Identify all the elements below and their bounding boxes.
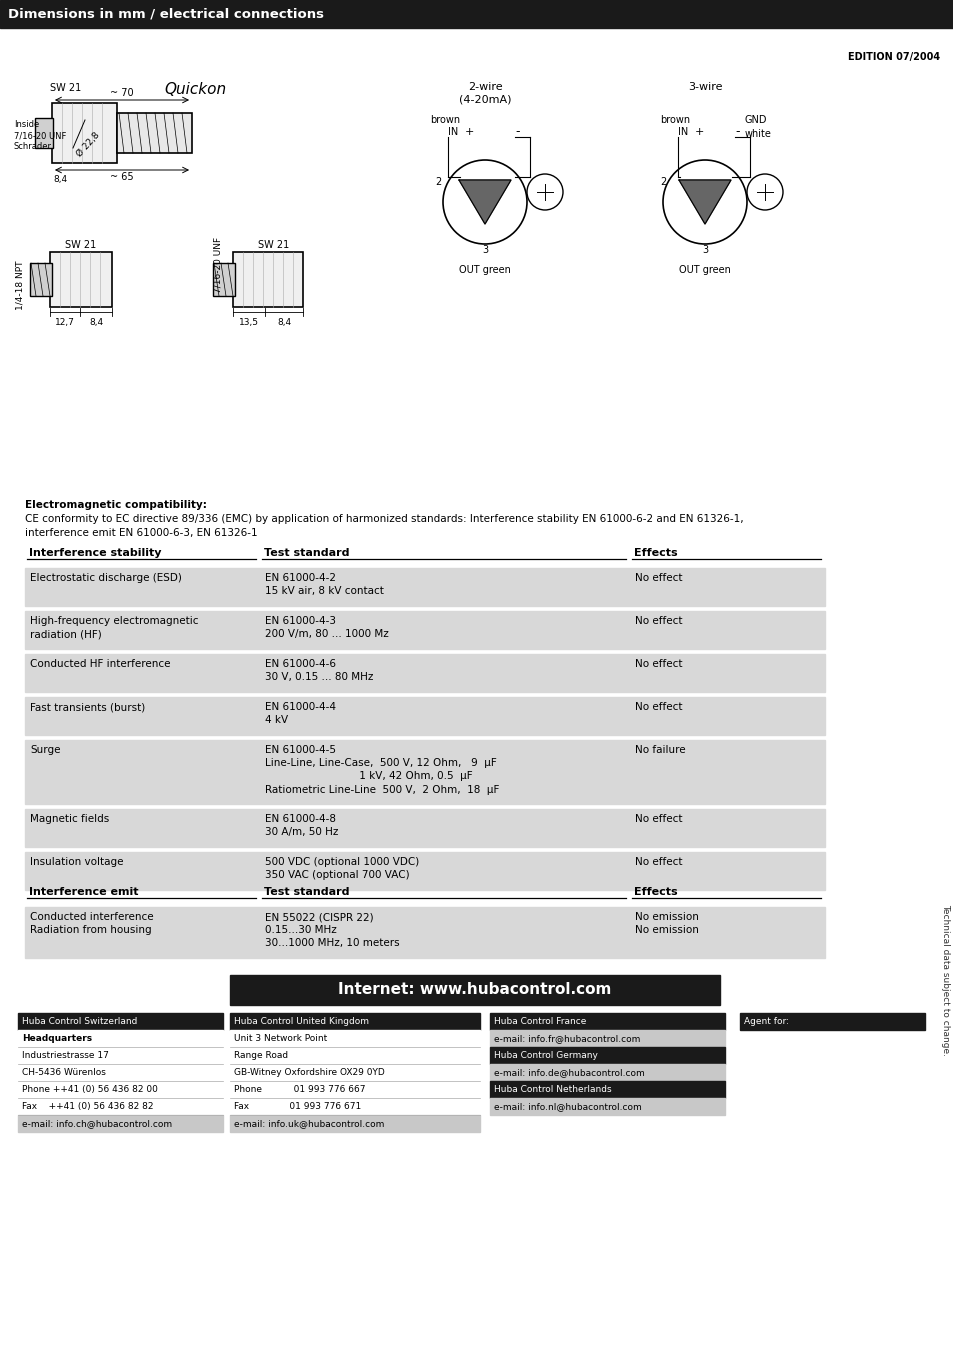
- Polygon shape: [679, 180, 730, 224]
- Bar: [18, 1030, 223, 1048]
- Text: Effects: Effects: [634, 887, 677, 896]
- Text: -: -: [734, 126, 739, 139]
- Text: EN 61000-4-4
4 kV: EN 61000-4-4 4 kV: [265, 702, 335, 725]
- Bar: [490, 1098, 724, 1115]
- Text: Fax              01 993 776 671: Fax 01 993 776 671: [233, 1102, 361, 1111]
- Text: 1/4-18 NPT: 1/4-18 NPT: [15, 261, 25, 309]
- Text: 2: 2: [435, 177, 440, 188]
- Text: Phone           01 993 776 667: Phone 01 993 776 667: [233, 1085, 365, 1094]
- Text: Phone ++41 (0) 56 436 82 00: Phone ++41 (0) 56 436 82 00: [22, 1085, 157, 1094]
- Text: 8,4: 8,4: [89, 319, 103, 327]
- Bar: [117, 113, 192, 153]
- Text: 3: 3: [701, 244, 707, 255]
- Bar: [25, 568, 824, 606]
- Text: 8,4: 8,4: [276, 319, 291, 327]
- Text: e-mail: info.ch@hubacontrol.com: e-mail: info.ch@hubacontrol.com: [22, 1119, 172, 1129]
- Text: ~ 70: ~ 70: [111, 88, 133, 99]
- Text: 8,4: 8,4: [52, 176, 67, 184]
- Text: SW 21: SW 21: [257, 240, 289, 250]
- Text: e-mail: info.fr@hubacontrol.com: e-mail: info.fr@hubacontrol.com: [494, 1034, 639, 1044]
- Text: No effect: No effect: [635, 616, 681, 626]
- Bar: [18, 1064, 223, 1081]
- Bar: [18, 1048, 223, 1064]
- Text: Huba Control Switzerland: Huba Control Switzerland: [22, 1017, 137, 1026]
- Text: Huba Control United Kingdom: Huba Control United Kingdom: [233, 1017, 369, 1026]
- Text: Conducted interference
Radiation from housing: Conducted interference Radiation from ho…: [30, 913, 153, 936]
- Bar: [740, 1012, 924, 1030]
- Text: 2-wire
(4-20mA): 2-wire (4-20mA): [458, 82, 511, 104]
- Text: Interference emit: Interference emit: [29, 887, 138, 896]
- Text: Industriestrasse 17: Industriestrasse 17: [22, 1052, 109, 1060]
- Text: EN 61000-4-3
200 V/m, 80 ... 1000 Mz: EN 61000-4-3 200 V/m, 80 ... 1000 Mz: [265, 616, 388, 639]
- Text: EDITION 07/2004: EDITION 07/2004: [847, 53, 939, 62]
- Text: Headquarters: Headquarters: [22, 1034, 92, 1044]
- Bar: [230, 975, 720, 1004]
- Text: Huba Control Germany: Huba Control Germany: [494, 1052, 598, 1060]
- Bar: [490, 1081, 724, 1098]
- Text: brown: brown: [430, 115, 459, 126]
- Bar: [230, 1030, 479, 1048]
- Text: e-mail: info.de@hubacontrol.com: e-mail: info.de@hubacontrol.com: [494, 1068, 644, 1077]
- Bar: [490, 1064, 724, 1081]
- Text: No effect: No effect: [635, 702, 681, 711]
- Bar: [18, 1081, 223, 1098]
- Text: +: +: [695, 127, 703, 136]
- Text: No emission
No emission: No emission No emission: [635, 913, 699, 936]
- Text: Ø 22,8: Ø 22,8: [75, 131, 101, 159]
- Text: brown: brown: [659, 115, 689, 126]
- Bar: [25, 907, 824, 958]
- Text: Range Road: Range Road: [233, 1052, 288, 1060]
- Text: Test standard: Test standard: [264, 548, 349, 558]
- Text: IN: IN: [678, 127, 687, 136]
- Bar: [35, 117, 53, 148]
- Text: Internet: www.hubacontrol.com: Internet: www.hubacontrol.com: [338, 983, 611, 998]
- Text: IN: IN: [448, 127, 457, 136]
- Text: ~ 65: ~ 65: [111, 171, 133, 182]
- Text: 500 VDC (optional 1000 VDC)
350 VAC (optional 700 VAC): 500 VDC (optional 1000 VDC) 350 VAC (opt…: [265, 857, 418, 880]
- Bar: [230, 1064, 479, 1081]
- Text: Agent for:: Agent for:: [743, 1017, 788, 1026]
- Text: Fax    ++41 (0) 56 436 82 82: Fax ++41 (0) 56 436 82 82: [22, 1102, 153, 1111]
- Polygon shape: [458, 180, 511, 224]
- Text: interference emit EN 61000-6-3, EN 61326-1: interference emit EN 61000-6-3, EN 61326…: [25, 528, 257, 539]
- Text: EN 61000-4-6
30 V, 0.15 ... 80 MHz: EN 61000-4-6 30 V, 0.15 ... 80 MHz: [265, 659, 373, 682]
- Text: CE conformity to EC directive 89/336 (EMC) by application of harmonized standard: CE conformity to EC directive 89/336 (EM…: [25, 514, 742, 524]
- Text: OUT green: OUT green: [458, 265, 511, 275]
- Text: No effect: No effect: [635, 572, 681, 583]
- Bar: [18, 1098, 223, 1115]
- Bar: [25, 809, 824, 846]
- Text: 13,5: 13,5: [239, 319, 258, 327]
- Text: 3-wire: 3-wire: [687, 82, 721, 92]
- Bar: [490, 1012, 724, 1030]
- Text: Conducted HF interference: Conducted HF interference: [30, 659, 171, 670]
- Bar: [233, 252, 303, 306]
- Text: Interference stability: Interference stability: [29, 548, 161, 558]
- Bar: [230, 1012, 479, 1030]
- Text: e-mail: info.nl@hubacontrol.com: e-mail: info.nl@hubacontrol.com: [494, 1102, 641, 1111]
- Text: GND: GND: [744, 115, 767, 126]
- Text: white: white: [744, 130, 771, 139]
- Text: EN 61000-4-2
15 kV air, 8 kV contact: EN 61000-4-2 15 kV air, 8 kV contact: [265, 572, 383, 597]
- Bar: [25, 852, 824, 890]
- Text: -: -: [515, 126, 519, 139]
- Text: GB-Witney Oxfordshire OX29 0YD: GB-Witney Oxfordshire OX29 0YD: [233, 1068, 384, 1077]
- Text: e-mail: info.uk@hubacontrol.com: e-mail: info.uk@hubacontrol.com: [233, 1119, 384, 1129]
- Text: Insulation voltage: Insulation voltage: [30, 857, 123, 867]
- Text: Inside
7/16-20 UNF
Schrader: Inside 7/16-20 UNF Schrader: [14, 120, 67, 151]
- Text: Technical data subject to change.: Technical data subject to change.: [940, 904, 949, 1056]
- Text: High-frequency electromagnetic
radiation (HF): High-frequency electromagnetic radiation…: [30, 616, 198, 639]
- Bar: [30, 263, 52, 296]
- Text: Effects: Effects: [634, 548, 677, 558]
- Text: No effect: No effect: [635, 857, 681, 867]
- Text: Surge: Surge: [30, 745, 60, 755]
- Text: EN 55022 (CISPR 22)
0.15...30 MHz
30...1000 MHz, 10 meters: EN 55022 (CISPR 22) 0.15...30 MHz 30...1…: [265, 913, 399, 949]
- Text: 7/16-20 UNF: 7/16-20 UNF: [213, 238, 222, 293]
- Text: Electrostatic discharge (ESD): Electrostatic discharge (ESD): [30, 572, 182, 583]
- Bar: [25, 653, 824, 693]
- Text: Quickon: Quickon: [164, 82, 226, 97]
- Bar: [230, 1098, 479, 1115]
- Bar: [213, 263, 234, 296]
- Bar: [25, 740, 824, 805]
- Bar: [18, 1115, 223, 1133]
- Text: Fast transients (burst): Fast transients (burst): [30, 702, 145, 711]
